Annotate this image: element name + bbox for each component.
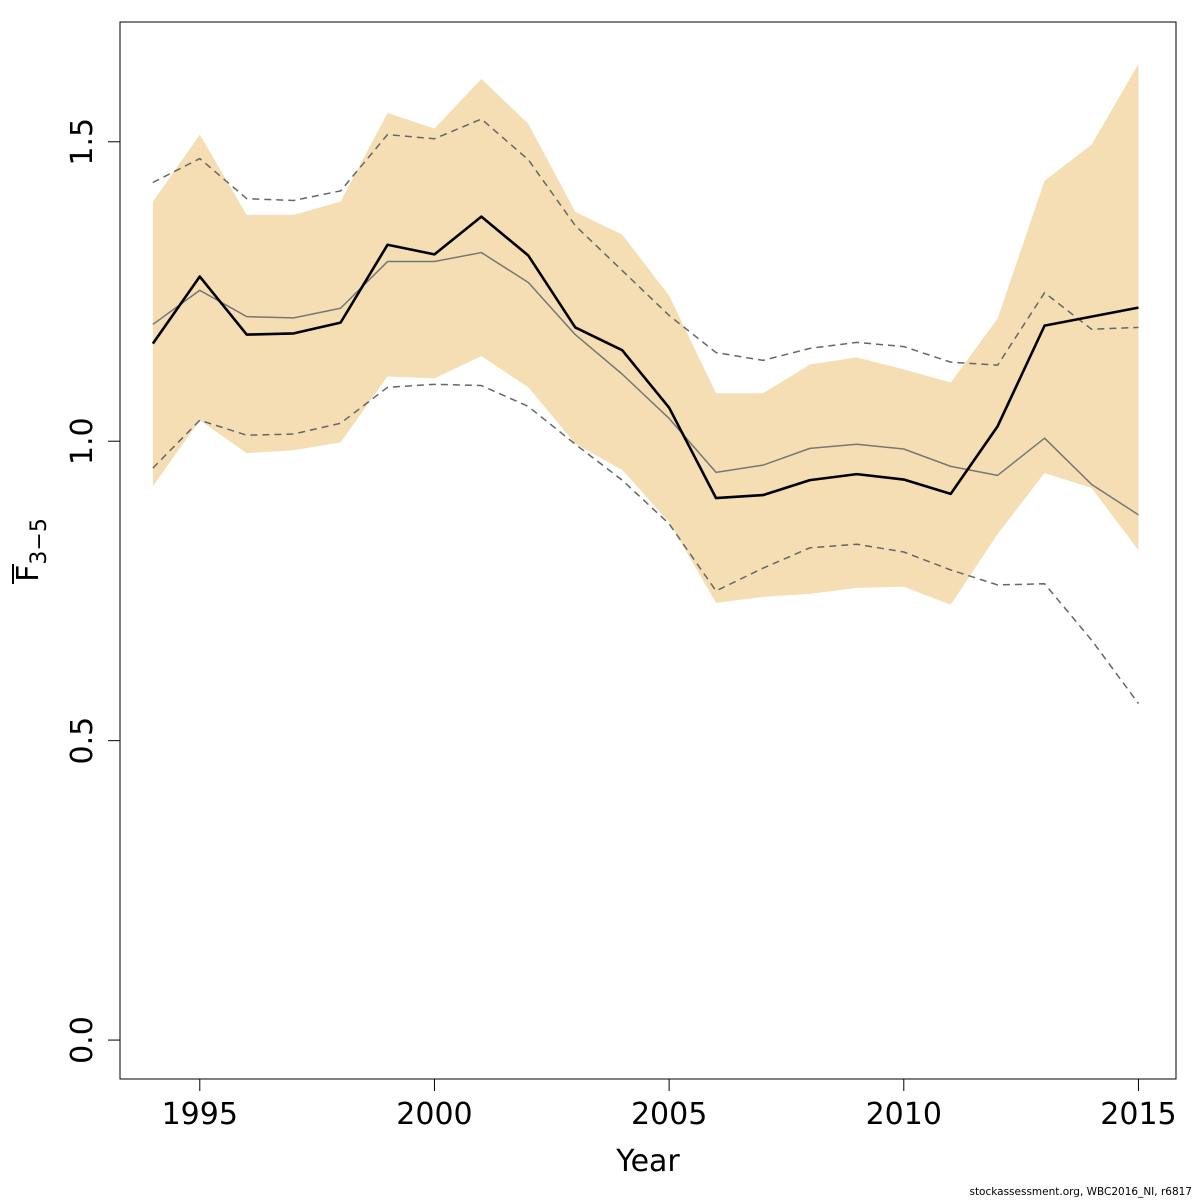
series-line-2 [152, 251, 1139, 516]
svg-text:F3−5: F3−5 [11, 518, 52, 582]
y-tick-label: 1.0 [65, 417, 100, 465]
series-line-4 [152, 383, 1140, 704]
plot-frame [119, 21, 1177, 1080]
series-line-3 [152, 118, 1139, 366]
y-axis-title-main: F [11, 565, 46, 582]
footer-note: stockassessment.org, WBC2016_NI, r6817 [969, 1186, 1192, 1198]
axis-layer: 1995 2000 2005 2010 2015 0.0 0.5 1.0 1.5 [65, 118, 1177, 1132]
y-tick-label: 0.5 [65, 717, 100, 765]
series-layer [151, 118, 1140, 704]
series-line-1 [151, 215, 1139, 500]
x-axis-title: Year [615, 1144, 680, 1179]
x-tick-label: 2015 [1100, 1097, 1176, 1132]
x-tick-label: 2005 [631, 1097, 707, 1132]
x-tick-label: 1995 [162, 1097, 238, 1132]
y-axis-title: F3−5 [11, 518, 52, 584]
y-axis-title-subscript: 3−5 [27, 518, 52, 564]
y-tick-label: 0.0 [65, 1016, 100, 1064]
confidence-band-layer [152, 63, 1139, 605]
confidence-band [152, 63, 1139, 605]
y-tick-label: 1.5 [65, 118, 100, 166]
x-tick-label: 2010 [866, 1097, 942, 1132]
x-tick-label: 2000 [396, 1097, 472, 1132]
